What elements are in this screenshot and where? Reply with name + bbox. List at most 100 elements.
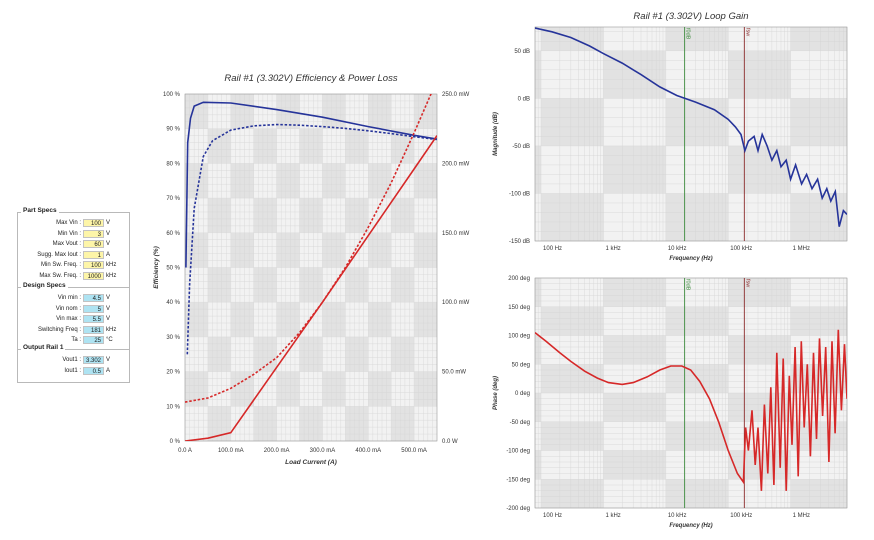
grid-band [276,163,300,199]
grid-band [299,94,323,129]
grid-band [414,371,437,407]
grid-band [345,371,369,407]
grid-band [603,421,666,451]
y-tick-label: 50 dB [514,49,530,55]
grid-band [185,302,208,337]
y-tick-label: -150 deg [506,477,530,483]
grid-band [230,267,254,303]
grid-band [541,335,604,365]
spec-value-field[interactable]: 100 [83,261,104,269]
y-tick-label: -150 dB [509,239,530,245]
grid-band [728,193,791,241]
grid-band [728,145,791,194]
grid-band [207,94,231,129]
grid-band [207,198,231,233]
grid-band [391,267,415,303]
grid-band [414,336,437,372]
marker-label: fsw [744,279,750,287]
spec-value-field[interactable]: 3 [83,229,104,238]
spec-value-field[interactable]: 25 [83,336,104,344]
spec-value-field[interactable]: 0.5 [83,366,104,375]
grid-band [728,306,791,336]
grid-band [541,193,604,241]
grid-band [345,94,369,129]
part-specs-group: Part Specs Max Vin :100 V Min Vin :3 V Max Vo… [17,207,130,288]
y-tick-label: 100 deg [508,334,530,340]
grid-band [790,479,847,508]
spec-value-field[interactable]: 100 [83,219,104,227]
grid-band [207,267,231,303]
grid-band [665,98,729,146]
grid-band [322,198,346,233]
spec-value-field[interactable]: 181 [83,325,104,334]
grid-band [368,128,392,164]
spec-unit: V [106,305,111,312]
x-tick-label: 10 kHz [668,246,687,252]
grid-band [299,128,323,164]
grid-band [253,198,277,233]
spec-label: Vin nom : [55,305,81,312]
grid-band [541,50,604,99]
spec-label: Max Vin : [56,220,81,226]
grid-band [541,306,604,336]
grid-band [603,450,666,480]
x-axis-label: Frequency (Hz) [669,523,712,529]
grid-band [414,198,437,233]
grid-band [368,371,392,407]
grid-band [207,336,231,372]
grid-band [391,406,415,441]
x-tick-label: 500.0 mA [401,448,427,454]
grid-band [541,450,604,480]
efficiency-power-loss-chart: Rail #1 (3.302V) Efficiency & Power Loss… [153,73,470,466]
grid-band [253,267,277,303]
x-tick-label: 200.0 mA [264,448,290,454]
grid-band [790,278,847,307]
grid-band [299,198,323,233]
grid-band [603,479,666,508]
spec-value-field[interactable]: 1000 [83,271,104,280]
grid-band [728,27,791,51]
grid-band [322,302,346,337]
grid-band [603,335,666,365]
grid-band [603,393,666,422]
spec-unit: V [106,316,111,322]
spec-value-field[interactable]: 60 [83,240,104,248]
grid-band [230,128,254,164]
spec-value-field[interactable]: 5.5 [83,315,104,323]
spec-value-field[interactable]: 3.302 [83,356,104,364]
grid-band [603,98,666,146]
grid-band [541,98,604,146]
grid-band [185,336,208,372]
grid-band [345,406,369,441]
spec-unit: V [106,241,111,247]
spec-value-field[interactable]: 5 [83,304,104,313]
grid-band [728,98,791,146]
grid-band [790,50,847,99]
y-tick-label: 50 deg [512,362,530,368]
grid-band [665,193,729,241]
spec-unit: kHz [106,326,117,333]
y-tick-label: -100 deg [506,449,530,455]
grid-band [368,232,392,268]
grid-band [253,128,277,164]
y-tick-label: -200 deg [506,506,530,512]
grid-band [391,128,415,164]
grid-band [322,163,346,199]
grid-band [541,278,604,307]
spec-value-field[interactable]: 4.5 [83,294,104,302]
grid-band [230,406,254,441]
spec-value-field[interactable]: 1 [83,250,104,259]
grid-band [345,232,369,268]
grid-band [541,421,604,451]
grid-band [414,163,437,199]
grid-band [728,364,791,393]
grid-band [665,306,729,336]
grid-band [541,393,604,422]
grid-band [253,406,277,441]
magnitude-line [535,27,847,227]
efficiency-line-solid [185,101,437,268]
y-tick-label: 10 % [166,404,180,410]
y-tick-label: 0 dB [518,96,530,102]
grid-band [276,336,300,372]
